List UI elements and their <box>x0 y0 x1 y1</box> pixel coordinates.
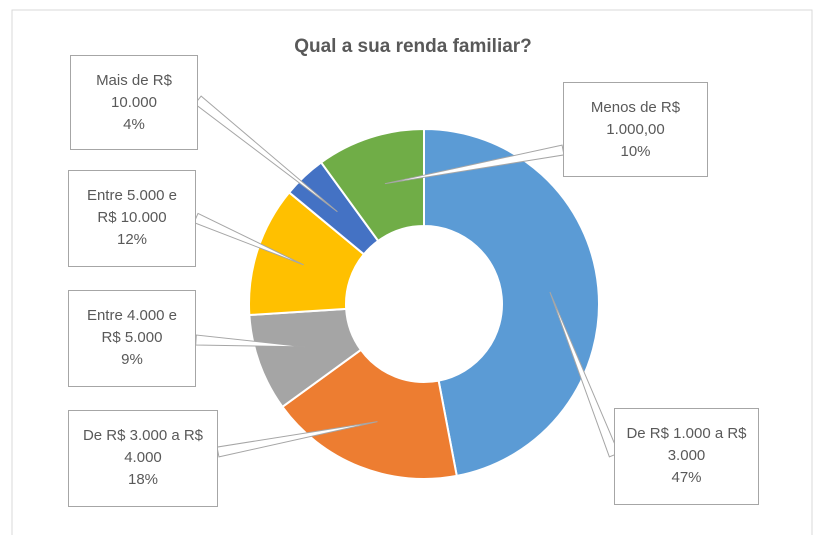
data-label-box: Menos de R$ 1.000,00 10% <box>563 82 708 177</box>
value-label: 18% <box>127 471 159 488</box>
donut-segment <box>281 348 458 480</box>
category-label: Mais de R$ 10.000 <box>96 72 172 111</box>
value-label: 9% <box>121 351 143 368</box>
category-label: De R$ 1.000 a R$ 3.000 <box>626 425 747 464</box>
data-label-box: Entre 4.000 e R$ 5.000 9% <box>68 290 196 387</box>
callout-pointer <box>193 212 304 266</box>
data-label-box: De R$ 1.000 a R$ 3.000 47% <box>614 408 759 505</box>
value-label: 4% <box>123 116 145 133</box>
value-label: 12% <box>116 231 148 248</box>
data-label-box: De R$ 3.000 a R$ 4.000 18% <box>68 410 218 507</box>
callout-pointer <box>194 95 338 213</box>
callout-pointer <box>216 421 378 458</box>
value-label: 47% <box>671 469 702 486</box>
category-label: Entre 4.000 e R$ 5.000 <box>86 307 178 346</box>
data-label-box: Mais de R$ 10.000 4% <box>70 55 198 150</box>
callout-pointer <box>195 334 306 348</box>
data-label-box: Entre 5.000 e R$ 10.000 12% <box>68 170 196 267</box>
value-label: 10% <box>620 143 651 160</box>
donut-segment <box>423 127 600 478</box>
category-label: Entre 5.000 e R$ 10.000 <box>86 187 178 226</box>
category-label: De R$ 3.000 a R$ 4.000 <box>82 427 204 466</box>
category-label: Menos de R$ 1.000,00 <box>590 99 681 138</box>
donut-segment <box>319 127 425 243</box>
chart-title: Qual a sua renda familiar? <box>294 36 532 57</box>
